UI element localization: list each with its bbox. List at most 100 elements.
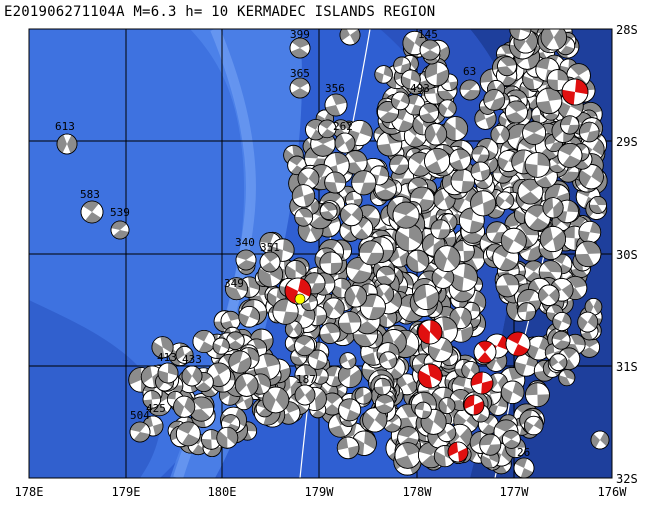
beachball-mechanism [490, 124, 510, 145]
lat-label: 28S [616, 23, 638, 37]
beachball-mechanism [584, 297, 603, 316]
beachball-mechanism [447, 441, 469, 463]
beachball-mechanism [297, 167, 320, 190]
mechanism-label: 351 [260, 241, 280, 254]
beachball-mechanism [577, 311, 599, 333]
lon-label: 180E [208, 485, 237, 499]
beachball-mechanism [433, 245, 461, 272]
beachball-mechanism [173, 395, 196, 418]
beachball-mechanism [392, 201, 420, 229]
beachball-mechanism [514, 352, 539, 377]
beachball-mechanism [294, 335, 316, 357]
mechanism-label: 145 [418, 28, 438, 41]
beachball-mechanism [417, 363, 443, 389]
beachball-mechanism [344, 284, 368, 308]
beachball-mechanism [129, 421, 151, 443]
beachball-mechanism [424, 147, 451, 175]
beachball-mechanism [317, 119, 337, 139]
beachball-mechanism [151, 336, 174, 359]
beachball-mechanism [181, 365, 203, 387]
beachball-mechanism [294, 207, 314, 227]
beachball-mechanism [397, 426, 420, 449]
beachball-mechanism [336, 436, 360, 460]
beachball-mechanism [212, 337, 230, 355]
beachball-mechanism [338, 398, 362, 422]
beachball-mechanism [272, 298, 299, 325]
beachball-mechanism [590, 430, 610, 450]
lat-label: 32S [616, 472, 638, 486]
beachball-mechanism [551, 330, 571, 350]
beachball-mechanism [549, 353, 568, 372]
mechanism-label: 399 [290, 28, 310, 41]
beachball-mechanism [291, 184, 316, 208]
mechanism-label: 539 [110, 206, 130, 219]
lat-label: 29S [616, 135, 638, 149]
beachball-mechanism [192, 329, 216, 354]
beachball-mechanism [359, 294, 386, 321]
beachball-mechanism [413, 284, 440, 310]
beachball-mechanism [470, 161, 491, 182]
mechanism-label: 504 [130, 409, 150, 422]
beachball-mechanism [175, 421, 201, 447]
beachball-mechanism [431, 266, 455, 289]
beachball-mechanism [216, 426, 239, 449]
map-frame [28, 28, 613, 479]
beachball-mechanism [546, 69, 569, 91]
beachball-mechanism [459, 79, 481, 101]
mechanism-labels: 613 583 539 399 365 356 262 340 351 413 … [55, 28, 530, 459]
beachball-mechanism [419, 103, 439, 124]
map-title: E201906271104A M=6.3 h= 10 KERMADEC ISLA… [4, 4, 436, 20]
beachball-mechanism [362, 407, 388, 433]
beachball-mechanism [424, 61, 450, 87]
beachball-mechanism [406, 249, 430, 273]
beachball-mechanism [430, 219, 451, 240]
beachball-mechanism [517, 302, 536, 321]
deep-patch-left [29, 300, 161, 478]
beachball-mechanism [376, 265, 396, 286]
beachball-mechanism [524, 415, 544, 436]
beachball-mechanism [578, 220, 602, 244]
beachball-mechanism [417, 319, 443, 345]
beachball-mechanism [483, 89, 506, 111]
beachball-mechanism [513, 457, 535, 478]
beachball-mechanism [501, 429, 521, 449]
beachball-mechanism [505, 331, 531, 357]
beachball-mechanism [497, 56, 517, 77]
mechanism-label: 425 [146, 402, 166, 415]
beachball-mechanism [340, 203, 363, 227]
mechanism-label: 187 [296, 373, 316, 386]
beachball-mechanism [540, 29, 567, 51]
mechanism-label: 349 [224, 277, 244, 290]
lon-label: 177W [500, 485, 530, 499]
mechanism-label: 433 [182, 353, 202, 366]
beachball-mechanism [524, 152, 551, 178]
beachball-mechanism [579, 121, 600, 143]
beachball-mechanism [324, 93, 348, 117]
mechanism-label: 493 [410, 82, 430, 95]
beachball-mechanism [324, 171, 347, 194]
beachball-mechanism [319, 251, 343, 275]
beachball-mechanism [495, 191, 515, 210]
mechanism-label: 583 [80, 188, 100, 201]
beachball-mechanism [395, 223, 423, 252]
beachball-mechanism [438, 397, 456, 415]
beachball-mechanism [294, 364, 317, 387]
beachball-mechanism [307, 349, 328, 370]
beachball-mechanism [334, 132, 356, 154]
beachball-mechanism [500, 380, 525, 405]
beachball-mechanism [561, 78, 589, 106]
beachball-mechanism [471, 145, 490, 164]
beachball-mechanism [201, 429, 222, 450]
lon-label: 179W [305, 485, 335, 499]
beachball-mechanism [419, 39, 441, 61]
longitude-axis: 178E 179E 180E 179W 178W 177W 176W [15, 485, 628, 499]
beachball-mechanism [175, 345, 194, 364]
mechanism-label: 365 [290, 67, 310, 80]
beachball-mechanism [391, 91, 410, 111]
epicenter-marker [294, 293, 306, 305]
beachball-mechanism [294, 384, 316, 406]
lon-label: 178W [403, 485, 433, 499]
beachball-mechanism [142, 390, 162, 409]
beachball-mechanism [517, 178, 544, 205]
beachball-mechanism [339, 29, 361, 46]
